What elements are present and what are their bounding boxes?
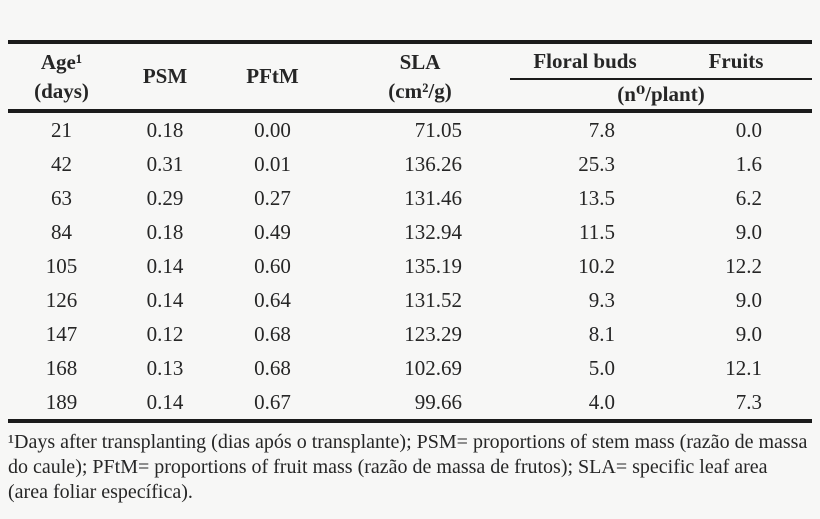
col-header-fruits: Fruits xyxy=(660,42,812,80)
table-row: 63 0.29 0.27 131.46 13.5 6.2 xyxy=(8,181,812,215)
col-header-sla-line1: SLA xyxy=(399,49,441,74)
cell-age: 21 xyxy=(51,118,72,142)
cell-fruits: 12.2 xyxy=(725,254,762,278)
cell-psm: 0.31 xyxy=(146,152,184,176)
cell-pftm: 0.67 xyxy=(254,390,291,414)
cell-pftm: 0.49 xyxy=(254,220,291,244)
cell-pftm: 0.68 xyxy=(254,356,291,380)
cell-sla: 102.69 xyxy=(404,356,462,380)
cell-fruits: 6.2 xyxy=(735,186,762,210)
cell-sla: 131.46 xyxy=(404,186,462,210)
col-header-age-line2: (days) xyxy=(34,78,89,103)
cell-psm: 0.29 xyxy=(146,186,184,210)
table-header: Age¹ (days) PSM PFtM SLA (cm²/g) Floral … xyxy=(8,42,812,111)
cell-pftm: 0.27 xyxy=(254,186,291,210)
cell-fruits: 9.0 xyxy=(735,322,762,346)
cell-pftm: 0.01 xyxy=(254,152,291,176)
cell-floral-buds: 4.0 xyxy=(588,390,615,414)
cell-fruits: 9.0 xyxy=(735,288,762,312)
table-footnote: ¹Days after transplanting (dias após o t… xyxy=(8,431,808,503)
cell-fruits: 9.0 xyxy=(735,220,762,244)
cell-psm: 0.18 xyxy=(146,118,184,142)
cell-fruits: 1.6 xyxy=(735,152,762,176)
col-header-n-per-plant: (n⁰/plant) xyxy=(617,82,705,106)
cell-sla: 136.26 xyxy=(404,152,462,176)
table-row: 105 0.14 0.60 135.19 10.2 12.2 xyxy=(8,249,812,283)
cell-age: 126 xyxy=(45,288,78,312)
cell-fruits: 0.0 xyxy=(735,118,762,142)
cell-age: 105 xyxy=(45,254,78,278)
cell-floral-buds: 7.8 xyxy=(588,118,615,142)
cell-age: 189 xyxy=(45,390,78,414)
table-row: 147 0.12 0.68 123.29 8.1 9.0 xyxy=(8,317,812,351)
table-row: 84 0.18 0.49 132.94 11.5 9.0 xyxy=(8,215,812,249)
cell-psm: 0.12 xyxy=(146,322,184,346)
cell-psm: 0.14 xyxy=(146,288,184,312)
cell-sla: 123.29 xyxy=(404,322,462,346)
cell-floral-buds: 10.2 xyxy=(578,254,615,278)
cell-sla: 132.94 xyxy=(404,220,462,244)
table-row: 21 0.18 0.00 71.05 7.8 0.0 xyxy=(8,111,812,147)
cell-sla: 99.66 xyxy=(414,390,462,414)
cell-pftm: 0.68 xyxy=(254,322,291,346)
cell-floral-buds: 13.5 xyxy=(578,186,615,210)
cell-age: 84 xyxy=(51,220,72,244)
cell-floral-buds: 8.1 xyxy=(588,322,615,346)
cell-sla: 71.05 xyxy=(414,118,462,142)
cell-floral-buds: 11.5 xyxy=(579,220,615,244)
cell-age: 168 xyxy=(45,356,78,380)
cell-floral-buds: 5.0 xyxy=(588,356,615,380)
col-header-sla-line2: (cm²/g) xyxy=(388,78,452,103)
col-header-sla: SLA (cm²/g) xyxy=(330,42,510,111)
col-header-psm: PSM xyxy=(142,64,188,88)
data-table: Age¹ (days) PSM PFtM SLA (cm²/g) Floral … xyxy=(8,40,812,423)
cell-sla: 131.52 xyxy=(404,288,462,312)
table-row: 189 0.14 0.67 99.66 4.0 7.3 xyxy=(8,385,812,421)
table-row: 126 0.14 0.64 131.52 9.3 9.0 xyxy=(8,283,812,317)
col-header-age-line1: Age¹ xyxy=(40,49,83,74)
cell-age: 147 xyxy=(45,322,78,346)
cell-fruits: 7.3 xyxy=(735,390,762,414)
cell-pftm: 0.00 xyxy=(254,118,291,142)
cell-psm: 0.14 xyxy=(146,254,184,278)
cell-psm: 0.13 xyxy=(146,356,184,380)
table-row: 42 0.31 0.01 136.26 25.3 1.6 xyxy=(8,147,812,181)
cell-age: 63 xyxy=(51,186,72,210)
col-header-age: Age¹ (days) xyxy=(8,42,115,111)
cell-fruits: 12.1 xyxy=(725,356,762,380)
cell-psm: 0.14 xyxy=(146,390,184,414)
col-header-pftm: PFtM xyxy=(246,64,299,88)
cell-sla: 135.19 xyxy=(404,254,462,278)
cell-psm: 0.18 xyxy=(146,220,184,244)
col-header-floral-buds: Floral buds xyxy=(510,42,660,80)
cell-floral-buds: 9.3 xyxy=(588,288,615,312)
cell-pftm: 0.64 xyxy=(254,288,291,312)
cell-pftm: 0.60 xyxy=(254,254,291,278)
table-row: 168 0.13 0.68 102.69 5.0 12.1 xyxy=(8,351,812,385)
table-body: 21 0.18 0.00 71.05 7.8 0.0 42 0.31 0.01 … xyxy=(8,111,812,421)
cell-age: 42 xyxy=(51,152,72,176)
cell-floral-buds: 25.3 xyxy=(578,152,615,176)
